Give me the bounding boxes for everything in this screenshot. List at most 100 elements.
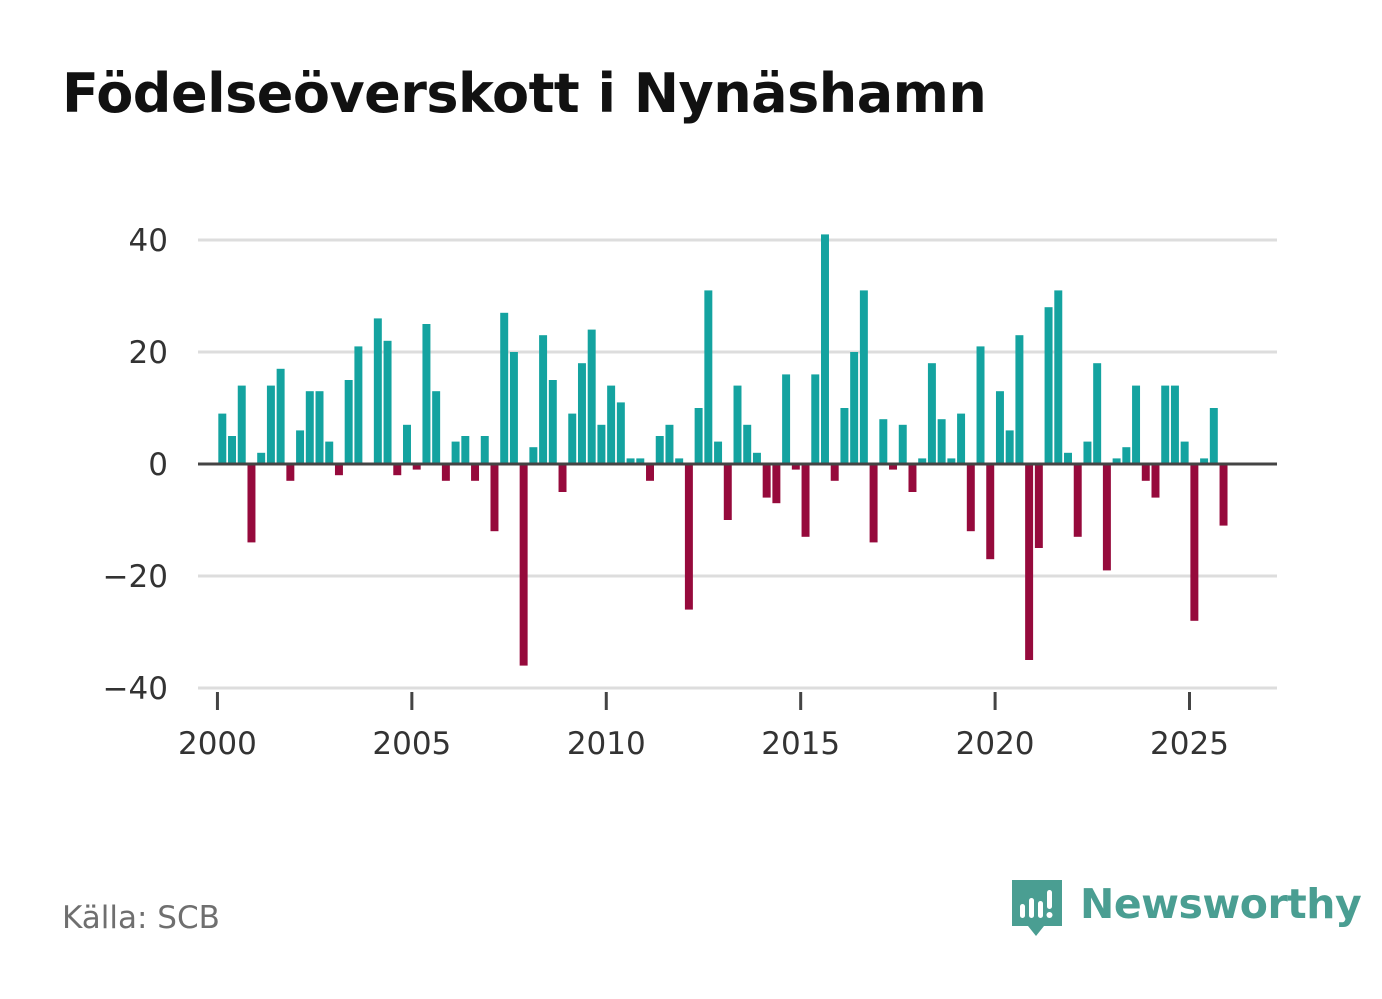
bar bbox=[1122, 447, 1131, 464]
bar bbox=[325, 441, 334, 464]
bar bbox=[1044, 307, 1053, 464]
bar bbox=[519, 464, 528, 666]
bar bbox=[1073, 464, 1082, 537]
bar bbox=[995, 391, 1004, 464]
bar bbox=[334, 464, 343, 476]
x-tick-label: 2005 bbox=[372, 726, 451, 762]
bar bbox=[286, 464, 295, 481]
x-tick-label: 2015 bbox=[761, 726, 840, 762]
source-note: Källa: SCB bbox=[62, 900, 220, 936]
bar bbox=[752, 452, 761, 464]
bar bbox=[257, 452, 266, 464]
bar bbox=[451, 441, 460, 464]
bar bbox=[1083, 441, 1092, 464]
bar bbox=[422, 324, 431, 464]
bar bbox=[393, 464, 402, 476]
bar bbox=[539, 335, 548, 464]
bar bbox=[1180, 441, 1189, 464]
bar bbox=[412, 464, 421, 470]
bar bbox=[383, 340, 392, 464]
bar bbox=[665, 424, 674, 464]
bar bbox=[296, 430, 305, 464]
bar bbox=[976, 346, 985, 464]
bar bbox=[471, 464, 480, 481]
bar bbox=[646, 464, 654, 481]
bar bbox=[266, 385, 275, 464]
bar bbox=[558, 464, 567, 492]
bar bbox=[577, 363, 586, 464]
bar bbox=[432, 391, 441, 464]
y-tick-label: 0 bbox=[148, 447, 168, 483]
y-tick-label: −40 bbox=[103, 671, 168, 707]
bar bbox=[218, 413, 227, 464]
bar bbox=[247, 464, 256, 543]
bar bbox=[568, 413, 577, 464]
bar bbox=[869, 464, 878, 543]
bar bbox=[354, 346, 363, 464]
bar-chart: −40 −20 0 20 40 2000 2005 2010 2015 2020 2025 bbox=[103, 223, 1277, 762]
bar bbox=[1005, 430, 1014, 464]
bar bbox=[509, 352, 518, 464]
x-tick-label: 2000 bbox=[178, 726, 257, 762]
bar bbox=[947, 458, 956, 464]
bar bbox=[762, 464, 771, 498]
bar bbox=[908, 464, 917, 492]
bar bbox=[937, 419, 946, 464]
y-tick-label: 40 bbox=[129, 223, 168, 259]
bar bbox=[373, 318, 382, 464]
bar bbox=[850, 352, 859, 464]
bar bbox=[276, 368, 285, 464]
bar bbox=[1132, 385, 1141, 464]
chart-title: Födelseöverskott i Nynäshamn bbox=[62, 62, 987, 125]
brand-name: Newsworthy bbox=[1080, 880, 1362, 928]
bar bbox=[548, 380, 557, 464]
bar bbox=[1151, 464, 1160, 498]
bar bbox=[704, 290, 713, 464]
bar bbox=[1093, 363, 1102, 464]
bar bbox=[1112, 458, 1121, 464]
bar bbox=[782, 374, 791, 464]
bar bbox=[441, 464, 450, 481]
bar bbox=[597, 424, 606, 464]
bar bbox=[840, 408, 849, 464]
bar bbox=[1034, 464, 1043, 548]
bar bbox=[1170, 385, 1179, 464]
bar bbox=[723, 464, 732, 520]
y-tick-label: −20 bbox=[103, 559, 168, 595]
bar bbox=[305, 391, 314, 464]
x-tick-label: 2020 bbox=[956, 726, 1035, 762]
newsworthy-logo-icon bbox=[1012, 880, 1062, 936]
bar bbox=[1141, 464, 1150, 481]
bar bbox=[859, 290, 868, 464]
x-axis-ticks: 2000 2005 2010 2015 2020 2025 bbox=[178, 692, 1229, 762]
bar bbox=[830, 464, 839, 481]
bar bbox=[743, 424, 752, 464]
y-axis-tick-labels: −40 −20 0 20 40 bbox=[103, 223, 168, 707]
bar bbox=[1209, 408, 1218, 464]
bar bbox=[655, 436, 664, 464]
bar bbox=[1219, 464, 1228, 526]
bar bbox=[675, 458, 684, 464]
bar bbox=[918, 458, 927, 464]
bar bbox=[1054, 290, 1063, 464]
bar bbox=[500, 312, 509, 464]
bar bbox=[879, 419, 888, 464]
bar bbox=[490, 464, 499, 532]
bar bbox=[626, 458, 635, 464]
bar bbox=[461, 436, 470, 464]
bar bbox=[480, 436, 489, 464]
bar bbox=[772, 464, 781, 504]
bars bbox=[218, 234, 1228, 666]
bar bbox=[529, 447, 538, 464]
bar bbox=[1190, 464, 1199, 621]
bar bbox=[315, 391, 324, 464]
bar bbox=[344, 380, 353, 464]
bar bbox=[1200, 458, 1209, 464]
bar bbox=[821, 234, 829, 464]
bar bbox=[791, 464, 800, 470]
bar bbox=[1161, 385, 1170, 464]
x-tick-label: 2010 bbox=[567, 726, 646, 762]
bar bbox=[403, 424, 411, 464]
bar bbox=[607, 385, 616, 464]
bar bbox=[733, 385, 742, 464]
